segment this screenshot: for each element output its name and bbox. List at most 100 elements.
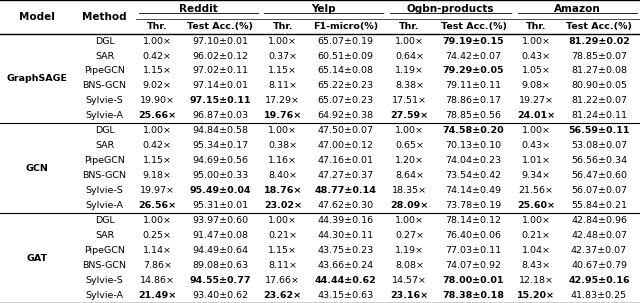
- Text: 56.56±0.34: 56.56±0.34: [571, 156, 627, 165]
- Text: 0.21×: 0.21×: [522, 231, 551, 240]
- Text: 40.67±0.79: 40.67±0.79: [571, 261, 627, 270]
- Text: 74.58±0.20: 74.58±0.20: [443, 126, 504, 135]
- Text: 1.00×: 1.00×: [395, 126, 424, 135]
- Text: 8.43×: 8.43×: [522, 261, 551, 270]
- Text: Sylvie-S: Sylvie-S: [86, 276, 124, 285]
- Text: PipeGCN: PipeGCN: [84, 156, 125, 165]
- Text: 47.62±0.30: 47.62±0.30: [317, 201, 374, 210]
- Text: 0.42×: 0.42×: [143, 52, 172, 61]
- Text: BNS-GCN: BNS-GCN: [83, 171, 127, 180]
- Text: 89.08±0.63: 89.08±0.63: [192, 261, 248, 270]
- Text: 1.15×: 1.15×: [268, 66, 297, 75]
- Text: 60.51±0.09: 60.51±0.09: [317, 52, 374, 61]
- Text: 43.75±0.23: 43.75±0.23: [317, 246, 374, 255]
- Text: 1.20×: 1.20×: [395, 156, 424, 165]
- Text: 26.56×: 26.56×: [138, 201, 177, 210]
- Text: 44.39±0.16: 44.39±0.16: [317, 216, 374, 225]
- Text: 47.27±0.37: 47.27±0.37: [317, 171, 374, 180]
- Text: 17.29×: 17.29×: [265, 96, 300, 105]
- Text: 48.77±0.14: 48.77±0.14: [315, 186, 376, 195]
- Text: 0.65×: 0.65×: [395, 141, 424, 150]
- Text: 1.00×: 1.00×: [143, 216, 172, 225]
- Text: 0.43×: 0.43×: [522, 141, 551, 150]
- Text: DGL: DGL: [95, 37, 115, 45]
- Text: 96.02±0.12: 96.02±0.12: [192, 52, 248, 61]
- Text: 25.66×: 25.66×: [138, 112, 177, 120]
- Text: Test Acc.(%): Test Acc.(%): [187, 22, 253, 31]
- Text: 0.42×: 0.42×: [143, 141, 172, 150]
- Text: Ogbn-products: Ogbn-products: [407, 4, 494, 14]
- Text: PipeGCN: PipeGCN: [84, 66, 125, 75]
- Text: 81.29±0.02: 81.29±0.02: [568, 37, 630, 45]
- Text: Sylvie-A: Sylvie-A: [86, 291, 124, 300]
- Text: BNS-GCN: BNS-GCN: [83, 82, 127, 90]
- Text: 73.78±0.19: 73.78±0.19: [445, 201, 502, 210]
- Text: 81.27±0.08: 81.27±0.08: [571, 66, 627, 75]
- Text: 1.00×: 1.00×: [268, 216, 297, 225]
- Text: Reddit: Reddit: [179, 4, 218, 14]
- Text: Yelp: Yelp: [312, 4, 336, 14]
- Text: Thr.: Thr.: [273, 22, 293, 31]
- Text: 14.57×: 14.57×: [392, 276, 427, 285]
- Text: DGL: DGL: [95, 126, 115, 135]
- Text: 44.30±0.11: 44.30±0.11: [317, 231, 374, 240]
- Text: 24.01×: 24.01×: [517, 112, 556, 120]
- Text: PipeGCN: PipeGCN: [84, 246, 125, 255]
- Text: Sylvie-S: Sylvie-S: [86, 96, 124, 105]
- Text: 97.15±0.11: 97.15±0.11: [189, 96, 251, 105]
- Text: 97.14±0.01: 97.14±0.01: [192, 82, 248, 90]
- Text: 95.49±0.04: 95.49±0.04: [189, 186, 251, 195]
- Text: 27.59×: 27.59×: [390, 112, 429, 120]
- Text: 8.40×: 8.40×: [268, 171, 297, 180]
- Text: 17.66×: 17.66×: [265, 276, 300, 285]
- Text: 9.08×: 9.08×: [522, 82, 551, 90]
- Text: 1.16×: 1.16×: [268, 156, 297, 165]
- Text: 0.43×: 0.43×: [522, 52, 551, 61]
- Text: 1.00×: 1.00×: [522, 37, 551, 45]
- Text: 96.87±0.03: 96.87±0.03: [192, 112, 248, 120]
- Text: 78.00±0.01: 78.00±0.01: [443, 276, 504, 285]
- Text: 74.07±0.92: 74.07±0.92: [445, 261, 502, 270]
- Text: 43.15±0.63: 43.15±0.63: [317, 291, 374, 300]
- Text: 8.64×: 8.64×: [395, 171, 424, 180]
- Text: 47.16±0.01: 47.16±0.01: [317, 156, 374, 165]
- Text: 19.90×: 19.90×: [140, 96, 175, 105]
- Text: 41.83±0.25: 41.83±0.25: [571, 291, 627, 300]
- Text: 1.19×: 1.19×: [395, 66, 424, 75]
- Text: 79.29±0.05: 79.29±0.05: [443, 66, 504, 75]
- Text: GraphSAGE: GraphSAGE: [6, 74, 67, 83]
- Text: Test Acc.(%): Test Acc.(%): [566, 22, 632, 31]
- Text: 65.22±0.23: 65.22±0.23: [317, 82, 374, 90]
- Text: 0.38×: 0.38×: [268, 141, 298, 150]
- Text: 78.85±0.07: 78.85±0.07: [571, 52, 627, 61]
- Text: 81.24±0.11: 81.24±0.11: [571, 112, 627, 120]
- Text: GCN: GCN: [26, 164, 48, 173]
- Text: 1.00×: 1.00×: [268, 126, 297, 135]
- Text: 78.86±0.17: 78.86±0.17: [445, 96, 502, 105]
- Text: 44.44±0.62: 44.44±0.62: [315, 276, 376, 285]
- Text: 25.60×: 25.60×: [517, 201, 556, 210]
- Text: 0.64×: 0.64×: [395, 52, 424, 61]
- Text: 73.54±0.42: 73.54±0.42: [445, 171, 502, 180]
- Text: 9.02×: 9.02×: [143, 82, 172, 90]
- Text: 18.35×: 18.35×: [392, 186, 427, 195]
- Text: 9.18×: 9.18×: [143, 171, 172, 180]
- Text: 1.01×: 1.01×: [522, 156, 551, 165]
- Text: 97.10±0.01: 97.10±0.01: [192, 37, 248, 45]
- Text: 0.21×: 0.21×: [268, 231, 297, 240]
- Text: Model: Model: [19, 12, 55, 22]
- Text: 1.00×: 1.00×: [522, 126, 551, 135]
- Text: 94.69±0.56: 94.69±0.56: [192, 156, 248, 165]
- Text: 23.02×: 23.02×: [264, 201, 302, 210]
- Text: GAT: GAT: [26, 254, 47, 263]
- Text: 1.14×: 1.14×: [143, 246, 172, 255]
- Text: 28.09×: 28.09×: [390, 201, 429, 210]
- Text: F1-micro(%): F1-micro(%): [313, 22, 378, 31]
- Text: 1.00×: 1.00×: [395, 37, 424, 45]
- Text: 93.97±0.60: 93.97±0.60: [192, 216, 248, 225]
- Text: Thr.: Thr.: [526, 22, 547, 31]
- Text: 65.14±0.08: 65.14±0.08: [317, 66, 374, 75]
- Text: 42.84±0.96: 42.84±0.96: [571, 216, 627, 225]
- Text: 1.00×: 1.00×: [268, 37, 297, 45]
- Text: BNS-GCN: BNS-GCN: [83, 261, 127, 270]
